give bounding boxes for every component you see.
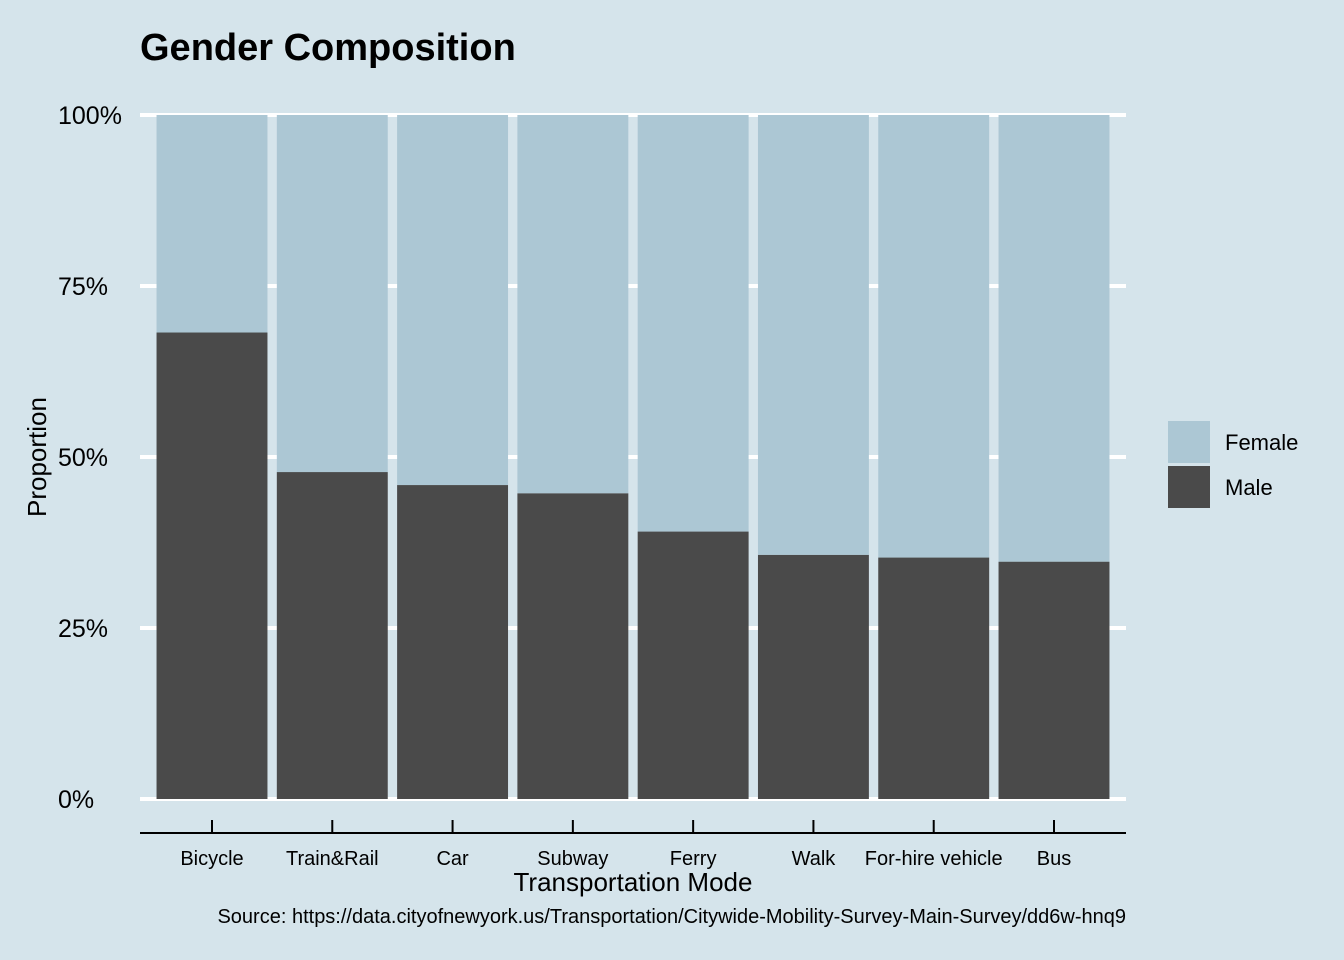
source-caption: Source: https://data.cityofnewyork.us/Tr… (217, 906, 1126, 928)
y-tick-label-0: 0% (58, 786, 94, 814)
x-axis-ticks: Bicycle Train&Rail Car Subway Ferry Walk For-h… (180, 820, 1071, 870)
bar-female-1 (276, 115, 388, 473)
bar-female-0 (156, 115, 268, 333)
bar-female-4 (637, 115, 749, 532)
bar-male-7 (998, 561, 1110, 799)
y-tick-label-4: 100% (58, 102, 122, 130)
x-tick-label-2: Car (436, 848, 469, 870)
bar-male-5 (757, 554, 869, 799)
y-tick-label-2: 50% (58, 444, 108, 472)
bar-male-2 (397, 485, 509, 799)
bar-female-7 (998, 115, 1110, 562)
legend-label-female: Female (1225, 430, 1298, 455)
legend-swatch-male (1168, 466, 1210, 508)
chart-title: Gender Composition (140, 27, 516, 69)
bar-female-6 (878, 115, 990, 558)
x-tick-label-6: For-hire vehicle (865, 848, 1003, 870)
bar-male-3 (517, 493, 629, 799)
bar-female-2 (397, 115, 509, 486)
x-tick-label-4: Ferry (670, 848, 717, 870)
bar-male-0 (156, 332, 268, 799)
bars (156, 115, 1110, 799)
x-axis-title: Transportation Mode (514, 867, 753, 897)
y-axis-ticks: 0% 25% 50% 75% 100% (58, 102, 122, 814)
bar-female-5 (757, 115, 869, 555)
x-tick-label-7: Bus (1037, 848, 1071, 870)
y-tick-label-1: 25% (58, 615, 108, 643)
x-tick-label-3: Subway (537, 848, 608, 870)
legend-label-male: Male (1225, 475, 1273, 500)
legend-swatch-female (1168, 421, 1210, 463)
bar-male-6 (878, 557, 990, 799)
x-tick-label-5: Walk (792, 848, 837, 870)
x-tick-label-0: Bicycle (180, 848, 243, 870)
x-tick-label-1: Train&Rail (286, 848, 379, 870)
y-axis-title: Proportion (22, 397, 52, 517)
bar-male-4 (637, 531, 749, 799)
y-tick-label-3: 75% (58, 273, 108, 301)
bar-male-1 (276, 472, 388, 799)
legend: Female Male (1168, 421, 1298, 508)
bar-female-3 (517, 115, 629, 494)
